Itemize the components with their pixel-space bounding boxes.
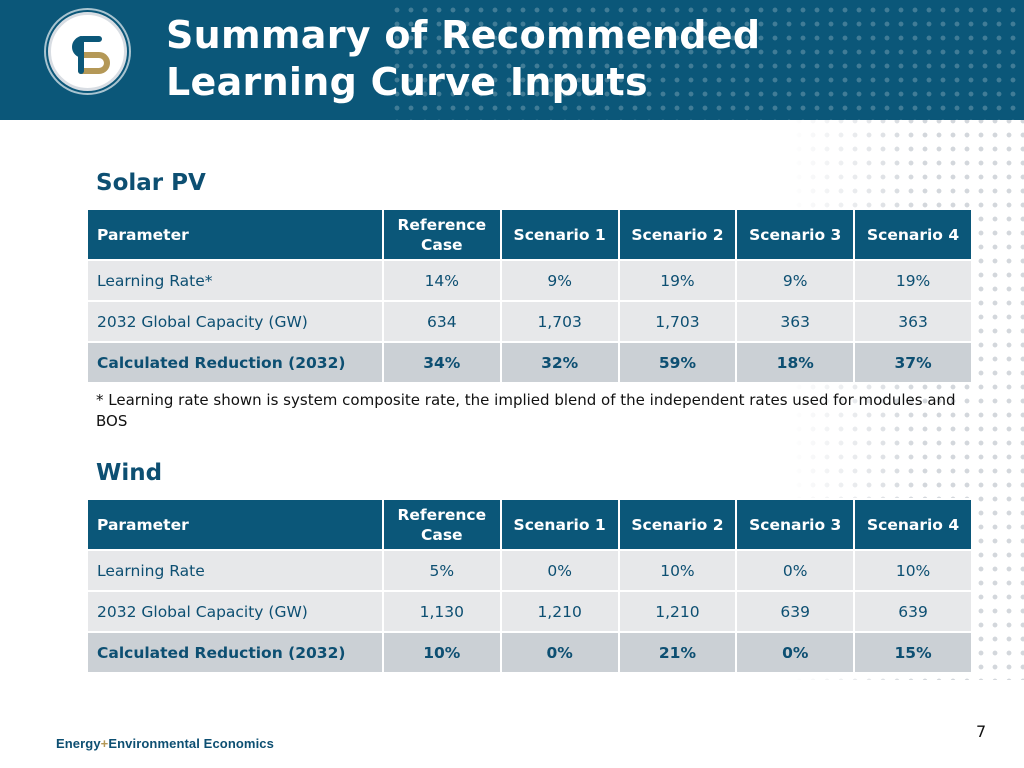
wind-heading: Wind <box>96 460 163 486</box>
table-cell: 2032 Global Capacity (GW) <box>86 300 384 343</box>
column-header-scenario-4: Scenario 4 <box>853 498 973 551</box>
column-header-parameter: Parameter <box>86 498 384 551</box>
table-cell: 5% <box>381 549 502 592</box>
table-cell: 639 <box>853 590 973 633</box>
table-cell: 10% <box>617 549 738 592</box>
footer-brand-part-1: Energy <box>56 736 101 751</box>
table-cell: 0% <box>499 631 620 674</box>
table-cell: Learning Rate* <box>86 259 384 302</box>
table-cell: 1,703 <box>617 300 738 343</box>
table-cell: 9% <box>735 259 856 302</box>
table-header-row: Parameter Reference Case Scenario 1 Scen… <box>86 498 973 551</box>
e3-logo-icon <box>48 12 127 91</box>
table-cell: 0% <box>499 549 620 592</box>
table-cell: 32% <box>499 341 620 384</box>
header-dot-pattern <box>390 0 1024 120</box>
table-cell: 19% <box>853 259 973 302</box>
wind-table: Parameter Reference Case Scenario 1 Scen… <box>86 498 973 674</box>
footer-brand-logo: Energy+Environmental Economics <box>56 736 274 751</box>
table-cell: 0% <box>735 549 856 592</box>
column-header-parameter: Parameter <box>86 208 384 261</box>
slide-title-line-1: Summary of Recommended <box>166 13 761 57</box>
column-header-scenario-3: Scenario 3 <box>735 498 856 551</box>
table-cell: 639 <box>735 590 856 633</box>
table-cell: Calculated Reduction (2032) <box>86 341 384 384</box>
table-cell: 1,210 <box>499 590 620 633</box>
table-cell: 59% <box>617 341 738 384</box>
page-number: 7 <box>976 722 987 741</box>
column-header-reference-case: Reference Case <box>381 498 502 551</box>
solar-pv-heading: Solar PV <box>96 170 206 196</box>
table-cell: 1,703 <box>499 300 620 343</box>
table-cell: 21% <box>617 631 738 674</box>
column-header-reference-case: Reference Case <box>381 208 502 261</box>
table-cell: 15% <box>853 631 973 674</box>
table-cell: 1,130 <box>381 590 502 633</box>
table-total-row: Calculated Reduction (2032) 10% 0% 21% 0… <box>86 631 973 674</box>
table-cell: 10% <box>853 549 973 592</box>
table-cell: 363 <box>735 300 856 343</box>
solar-footnote: * Learning rate shown is system composit… <box>96 391 956 430</box>
slide-title-line-2: Learning Curve Inputs <box>166 60 648 104</box>
table-cell: 19% <box>617 259 738 302</box>
slide-header: Summary of Recommended Learning Curve In… <box>0 0 1024 120</box>
table-total-row: Calculated Reduction (2032) 34% 32% 59% … <box>86 341 973 384</box>
table-cell: 14% <box>381 259 502 302</box>
column-header-scenario-2: Scenario 2 <box>617 498 738 551</box>
table-cell: Calculated Reduction (2032) <box>86 631 384 674</box>
column-header-scenario-2: Scenario 2 <box>617 208 738 261</box>
table-cell: 34% <box>381 341 502 384</box>
column-header-scenario-1: Scenario 1 <box>499 208 620 261</box>
table-cell: 18% <box>735 341 856 384</box>
table-cell: 37% <box>853 341 973 384</box>
column-header-scenario-1: Scenario 1 <box>499 498 620 551</box>
table-cell: 2032 Global Capacity (GW) <box>86 590 384 633</box>
table-cell: 0% <box>735 631 856 674</box>
table-row: Learning Rate* 14% 9% 19% 9% 19% <box>86 259 973 302</box>
column-header-scenario-3: Scenario 3 <box>735 208 856 261</box>
table-cell: 9% <box>499 259 620 302</box>
table-header-row: Parameter Reference Case Scenario 1 Scen… <box>86 208 973 261</box>
table-cell: Learning Rate <box>86 549 384 592</box>
table-cell: 634 <box>381 300 502 343</box>
solar-pv-table: Parameter Reference Case Scenario 1 Scen… <box>86 208 973 384</box>
slide-title: Summary of Recommended Learning Curve In… <box>166 12 866 106</box>
footer-brand-part-2: Environmental Economics <box>108 736 274 751</box>
table-cell: 10% <box>381 631 502 674</box>
table-row: 2032 Global Capacity (GW) 1,130 1,210 1,… <box>86 590 973 633</box>
footer-brand-plus: + <box>100 736 109 751</box>
column-header-scenario-4: Scenario 4 <box>853 208 973 261</box>
table-row: Learning Rate 5% 0% 10% 0% 10% <box>86 549 973 592</box>
table-cell: 363 <box>853 300 973 343</box>
table-cell: 1,210 <box>617 590 738 633</box>
table-row: 2032 Global Capacity (GW) 634 1,703 1,70… <box>86 300 973 343</box>
